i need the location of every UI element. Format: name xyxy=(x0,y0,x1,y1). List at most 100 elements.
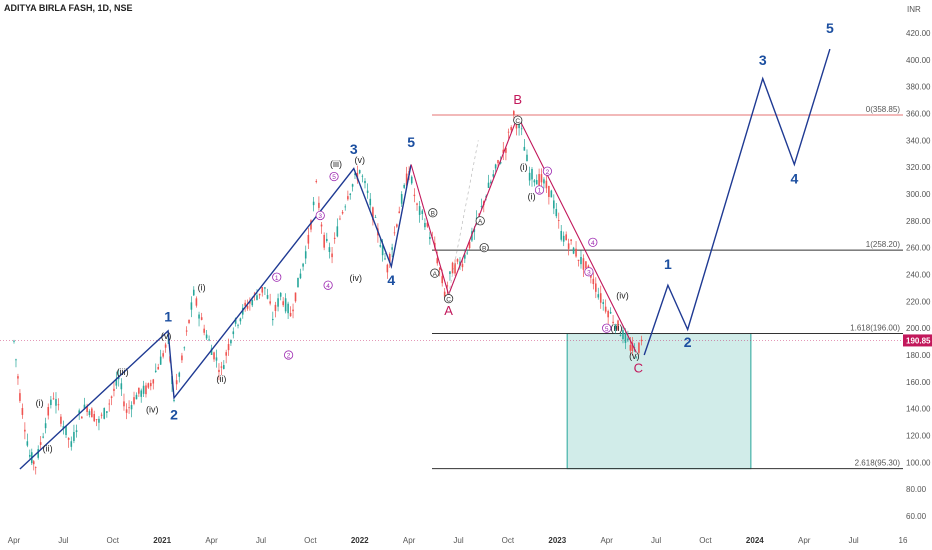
wave-label: (i) xyxy=(198,283,206,293)
wave-label: (v) xyxy=(354,155,365,165)
candle-body xyxy=(638,342,640,353)
wave-circle-label: B xyxy=(482,245,486,252)
candle-body xyxy=(580,256,582,265)
wave-label: (iii) xyxy=(117,367,129,377)
candle-body xyxy=(523,146,526,151)
candle-body xyxy=(492,174,495,177)
x-tick-label: Jul xyxy=(256,536,266,545)
y-tick-label: 320.00 xyxy=(906,163,931,172)
candle-body xyxy=(162,353,164,357)
candle-body xyxy=(185,330,188,332)
wave-circle xyxy=(323,280,333,290)
candle-body xyxy=(323,234,325,248)
candle-body xyxy=(225,352,227,356)
candle-body xyxy=(325,238,328,242)
candle-body xyxy=(310,220,312,230)
x-tick-label: Jul xyxy=(453,536,463,545)
candle-body xyxy=(396,224,398,227)
candle-body xyxy=(507,131,510,133)
wave-label: 1 xyxy=(164,308,172,324)
candle-body xyxy=(271,318,274,321)
candle-body xyxy=(531,168,533,180)
candle-body xyxy=(429,236,431,240)
y-tick-label: 400.00 xyxy=(906,56,931,65)
y-tick-label: 100.00 xyxy=(906,458,931,467)
fib-level-label: 0(358.85) xyxy=(866,105,901,114)
candle-body xyxy=(220,366,223,368)
candle-body xyxy=(32,461,35,465)
candle-body xyxy=(369,198,372,206)
candle-body xyxy=(115,378,118,386)
candle-body xyxy=(436,258,439,264)
y-tick-label: 80.00 xyxy=(906,485,927,494)
wave-label: 2 xyxy=(170,406,178,422)
x-tick-label: Jul xyxy=(58,536,68,545)
candle-body xyxy=(466,252,468,254)
candle-body xyxy=(494,164,497,169)
candle-body xyxy=(67,437,70,440)
y-tick-label: 360.00 xyxy=(906,110,931,119)
candle-body xyxy=(213,352,215,360)
candle-body xyxy=(328,247,331,252)
candle-body xyxy=(159,356,162,365)
candle-body xyxy=(384,258,386,260)
candle-body xyxy=(210,348,213,355)
x-tick-label: Oct xyxy=(502,536,515,545)
candle-body xyxy=(478,213,480,215)
candle-body xyxy=(490,181,492,184)
x-tick-label: Apr xyxy=(798,536,811,545)
channel-line xyxy=(448,140,479,295)
candle-body xyxy=(234,318,237,324)
wave-circle xyxy=(475,216,485,226)
candle-body xyxy=(17,376,19,379)
candle-body xyxy=(34,467,37,468)
candle-body xyxy=(518,123,520,129)
wave-label: 2 xyxy=(684,334,692,350)
candle-body xyxy=(203,328,205,333)
candle-body xyxy=(42,436,44,438)
candle-body xyxy=(318,202,320,208)
candle-body xyxy=(510,127,512,131)
y-tick-label: 260.00 xyxy=(906,244,931,253)
candle-body xyxy=(461,264,464,268)
wave-circle xyxy=(430,268,440,278)
candle-body xyxy=(289,312,292,317)
candle-body xyxy=(145,385,147,395)
candle-body xyxy=(26,441,29,446)
wave-label: (iii) xyxy=(611,323,623,333)
candle-body xyxy=(142,385,145,394)
candle-body xyxy=(398,211,401,214)
candle-body xyxy=(75,430,78,433)
wave-label: (iii) xyxy=(330,159,342,169)
wave-circle-label: 4 xyxy=(591,240,595,247)
candle-body xyxy=(497,160,499,164)
wave-label: (iv) xyxy=(616,291,629,301)
candle-body xyxy=(279,292,282,297)
candle-body xyxy=(103,408,106,419)
x-tick-label: 2022 xyxy=(351,536,369,545)
candle-body xyxy=(349,193,352,195)
candle-body xyxy=(614,324,617,330)
candle-body xyxy=(269,301,271,304)
candle-body xyxy=(358,170,361,174)
candle-body xyxy=(62,426,65,429)
wave-circle-label: 1 xyxy=(275,275,279,282)
candle-body xyxy=(152,379,155,384)
candle-body xyxy=(438,267,441,270)
candle-body xyxy=(140,390,143,397)
last-price-value: 190.85 xyxy=(906,336,931,345)
candle-body xyxy=(622,330,624,340)
candle-body xyxy=(443,291,446,297)
candle-body xyxy=(251,300,254,306)
y-tick-label: 220.00 xyxy=(906,297,931,306)
candle-body xyxy=(78,410,80,414)
wave-label: 3 xyxy=(759,52,767,68)
candle-body xyxy=(315,181,318,183)
candle-body xyxy=(405,173,408,186)
candle-body xyxy=(366,190,369,193)
candle-body xyxy=(95,419,98,421)
last-price-tag xyxy=(903,334,932,347)
candle-body xyxy=(44,423,47,429)
candle-body xyxy=(640,339,643,342)
